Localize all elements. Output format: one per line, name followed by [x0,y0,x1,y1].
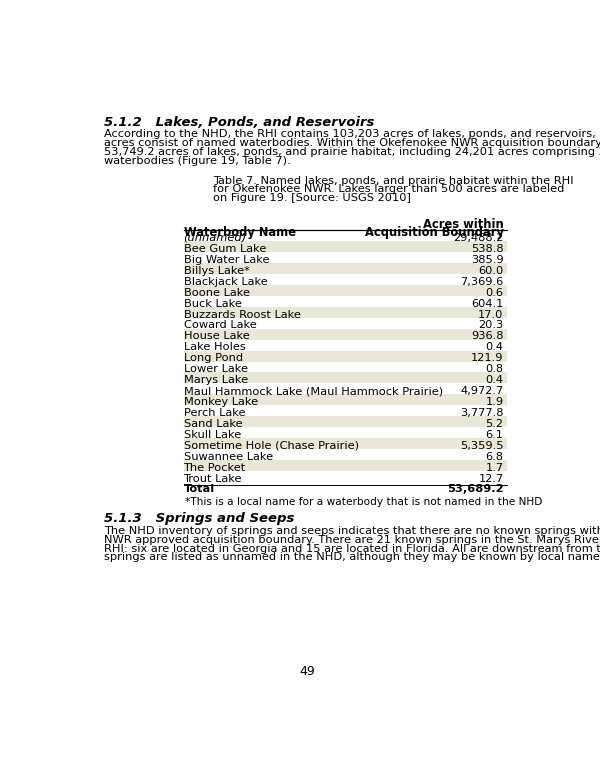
Text: 1.7: 1.7 [485,462,503,472]
Text: RHI: six are located in Georgia and 15 are located in Florida. All are downstrea: RHI: six are located in Georgia and 15 a… [104,544,600,553]
Bar [184,460,508,471]
Text: 20.3: 20.3 [478,320,503,330]
Text: Suwannee Lake: Suwannee Lake [184,451,272,462]
Text: Total: Total [184,485,215,494]
Text: 121.9: 121.9 [471,354,503,364]
Text: Blackjack Lake: Blackjack Lake [184,277,267,287]
Text: *This is a local name for a waterbody that is not named in the NHD: *This is a local name for a waterbody th… [185,497,542,507]
Text: 53,749.2 acres of lakes, ponds, and prairie habitat, including 24,201 acres comp: 53,749.2 acres of lakes, ponds, and prai… [104,147,600,157]
Text: Table 7. Named lakes, ponds, and prairie habitat within the RHI: Table 7. Named lakes, ponds, and prairie… [213,176,574,186]
Bar [184,394,508,406]
Bar [184,416,508,427]
Text: Buck Lake: Buck Lake [184,298,241,308]
Text: 6.8: 6.8 [485,451,503,462]
Text: The NHD inventory of springs and seeps indicates that there are no known springs: The NHD inventory of springs and seeps i… [104,526,600,536]
Text: Lake Holes: Lake Holes [184,343,245,352]
Text: 385.9: 385.9 [471,255,503,265]
Text: 60.0: 60.0 [478,266,503,276]
Text: According to the NHD, the RHI contains 103,203 acres of lakes, ponds, and reserv: According to the NHD, the RHI contains 1… [104,130,600,139]
Text: Sometime Hole (Chase Prairie): Sometime Hole (Chase Prairie) [184,441,359,451]
Text: Billys Lake*: Billys Lake* [184,266,249,276]
Text: Lower Lake: Lower Lake [184,364,248,375]
Bar [184,241,508,253]
Text: 936.8: 936.8 [471,332,503,341]
Text: Maul Hammock Lake (Maul Hammock Prairie): Maul Hammock Lake (Maul Hammock Prairie) [184,386,443,396]
Text: 17.0: 17.0 [478,309,503,319]
Text: 12.7: 12.7 [478,473,503,483]
Text: on Figure 19. [Source: USGS 2010]: on Figure 19. [Source: USGS 2010] [213,193,411,204]
Text: House Lake: House Lake [184,332,249,341]
Text: Bee Gum Lake: Bee Gum Lake [184,244,266,254]
Text: Waterbody Name: Waterbody Name [184,226,296,239]
Text: NWR approved acquisition boundary. There are 21 known springs in the St. Marys R: NWR approved acquisition boundary. There… [104,535,600,545]
Bar [184,329,508,340]
Text: 5.1.2   Lakes, Ponds, and Reservoirs: 5.1.2 Lakes, Ponds, and Reservoirs [104,116,375,128]
Text: 0.6: 0.6 [485,287,503,298]
Text: Buzzards Roost Lake: Buzzards Roost Lake [184,309,301,319]
Text: Big Water Lake: Big Water Lake [184,255,269,265]
Text: Long Pond: Long Pond [184,354,242,364]
Text: 5.2: 5.2 [485,419,503,429]
Text: acres consist of named waterbodies. Within the Okefenokee NWR acquisition bounda: acres consist of named waterbodies. With… [104,138,600,148]
Text: 6.1: 6.1 [485,430,503,440]
Bar [184,372,508,383]
Text: Sand Lake: Sand Lake [184,419,242,429]
Text: 7,369.6: 7,369.6 [460,277,503,287]
Text: springs are listed as unnamed in the NHD, although they may be known by local na: springs are listed as unnamed in the NHD… [104,552,600,563]
Text: Trout Lake: Trout Lake [184,473,242,483]
Text: Perch Lake: Perch Lake [184,408,245,418]
Text: (unnamed): (unnamed) [184,233,247,243]
Text: Boone Lake: Boone Lake [184,287,250,298]
Text: Acquisition Boundary: Acquisition Boundary [365,226,503,239]
Text: 538.8: 538.8 [471,244,503,254]
Text: 604.1: 604.1 [471,298,503,308]
Text: Coward Lake: Coward Lake [184,320,256,330]
Text: 49: 49 [299,664,316,678]
Text: 0.8: 0.8 [485,364,503,375]
Bar [184,438,508,449]
Bar [184,307,508,318]
Text: 0.4: 0.4 [485,375,503,385]
Text: 1.9: 1.9 [485,397,503,407]
Bar [184,263,508,274]
Text: for Okefenokee NWR. Lakes larger than 500 acres are labeled: for Okefenokee NWR. Lakes larger than 50… [213,184,565,194]
Text: The Pocket: The Pocket [184,462,246,472]
Text: 4,972.7: 4,972.7 [460,386,503,396]
Text: 3,777.8: 3,777.8 [460,408,503,418]
Bar [184,285,508,296]
Text: Marys Lake: Marys Lake [184,375,248,385]
Text: 0.4: 0.4 [485,343,503,352]
Bar [184,350,508,361]
Text: 5,359.5: 5,359.5 [460,441,503,451]
Text: Skull Lake: Skull Lake [184,430,241,440]
Text: Acres within: Acres within [423,218,503,231]
Text: waterbodies (Figure 19, Table 7).: waterbodies (Figure 19, Table 7). [104,156,291,166]
Text: 5.1.3   Springs and Seeps: 5.1.3 Springs and Seeps [104,512,295,525]
Text: 29,488.2: 29,488.2 [453,233,503,243]
Text: 53,689.2: 53,689.2 [447,485,503,494]
Text: Monkey Lake: Monkey Lake [184,397,257,407]
